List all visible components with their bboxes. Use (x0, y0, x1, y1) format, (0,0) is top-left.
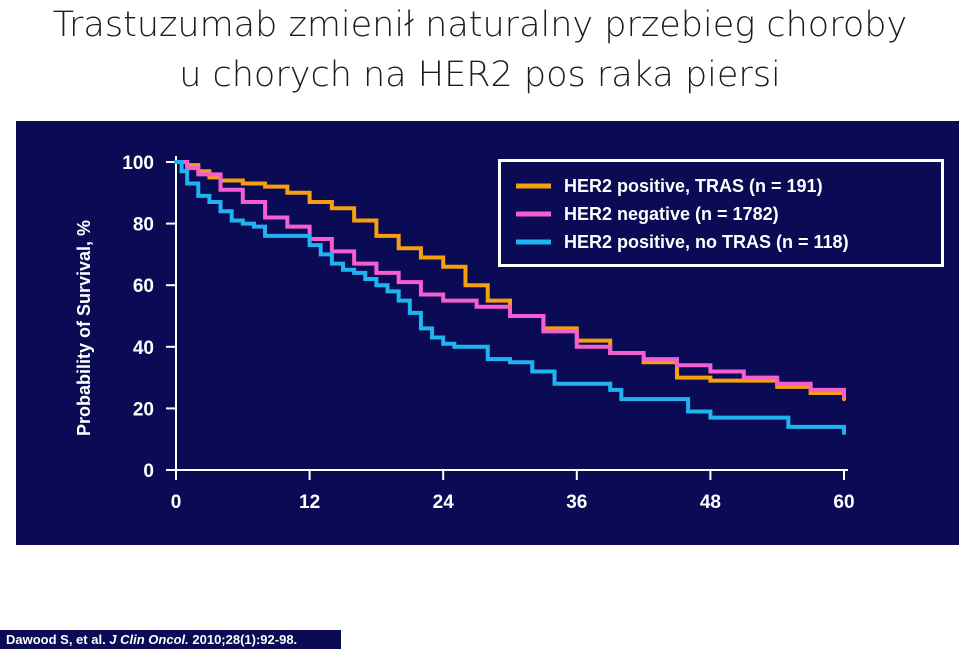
citation-journal: J Clin Oncol. (109, 632, 189, 647)
series-line-1 (174, 160, 846, 402)
citation-details: 2010;28(1):92-98. (188, 632, 298, 647)
y-tick-label: 60 (133, 276, 154, 297)
x-tick-label: 0 (171, 492, 182, 513)
y-axis-title: Probability of Survival, % (74, 220, 94, 436)
y-tick-label: 40 (133, 338, 154, 359)
slide-title: Trastuzumab zmienił naturalny przebieg c… (0, 0, 960, 100)
survival-chart: 0 20 40 60 80 100 0 12 24 36 48 60 Probability of Su… (74, 153, 944, 513)
y-tick-label: 100 (122, 153, 154, 174)
citation-authors: Dawood S, et al. (6, 632, 110, 647)
legend-label-2: HER2 negative (n = 1782) (564, 204, 779, 224)
x-tick-label: 60 (833, 492, 854, 513)
slide-title-line-2: u chorych na HER2 pos raka piersi (179, 55, 781, 95)
legend-label-1: HER2 positive, TRAS (n = 191) (564, 176, 823, 196)
y-tick-label: 20 (133, 399, 154, 420)
x-tick-label: 48 (700, 492, 721, 513)
x-tick-label: 12 (299, 492, 320, 513)
chart-panel: 0 20 40 60 80 100 0 12 24 36 48 60 Probability of Su… (16, 121, 959, 545)
legend-label-3: HER2 positive, no TRAS (n = 118) (564, 232, 849, 252)
x-tick-label: 36 (566, 492, 587, 513)
x-tick-label: 24 (433, 492, 455, 513)
y-tick-label: 80 (133, 215, 154, 236)
series-line-2 (174, 160, 846, 399)
legend-box (501, 162, 941, 264)
citation-bar: Dawood S, et al. J Clin Oncol. 2010;28(1… (0, 630, 341, 649)
y-tick-label: 0 (143, 461, 154, 482)
series-line-3 (174, 160, 846, 436)
slide-title-line-1: Trastuzumab zmienił naturalny przebieg c… (52, 5, 908, 45)
